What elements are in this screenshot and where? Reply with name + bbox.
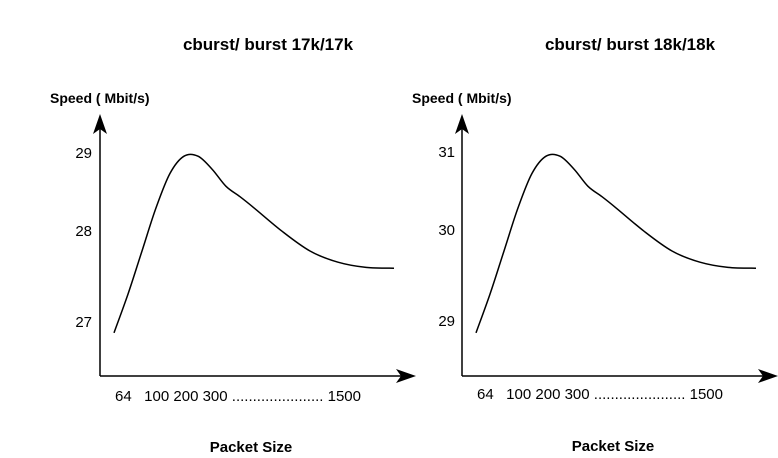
y-axis-label: Speed ( Mbit/s)	[412, 90, 512, 106]
x-axis-arrow	[758, 369, 778, 383]
y-axis-label: Speed ( Mbit/s)	[50, 90, 150, 106]
chart-right: cburst/ burst 18k/18k Speed ( Mbit/s) 29…	[412, 35, 778, 455]
y-tick-label: 31	[438, 144, 455, 161]
chart-left: cburst/ burst 17k/17k Speed ( Mbit/s) 27…	[50, 35, 416, 456]
x-axis-label: Packet Size	[210, 439, 293, 456]
series-line	[475, 153, 757, 334]
x-axis-arrow	[396, 369, 416, 383]
y-tick-label: 27	[75, 314, 92, 331]
x-tick-labels: 64 100 200 300 ...................... 15…	[477, 386, 723, 403]
y-tick-label: 28	[75, 223, 92, 240]
y-tick-label: 29	[438, 313, 455, 330]
x-axis-label: Packet Size	[572, 438, 655, 455]
y-axis-arrow	[93, 114, 107, 134]
x-tick-labels: 64 100 200 300 ...................... 15…	[115, 388, 361, 405]
y-tick-label: 29	[75, 145, 92, 162]
chart-title: cburst/ burst 18k/18k	[545, 35, 716, 54]
chart-title: cburst/ burst 17k/17k	[183, 35, 354, 54]
y-tick-label: 30	[438, 222, 455, 239]
series-line	[113, 153, 395, 334]
y-axis-arrow	[455, 114, 469, 134]
